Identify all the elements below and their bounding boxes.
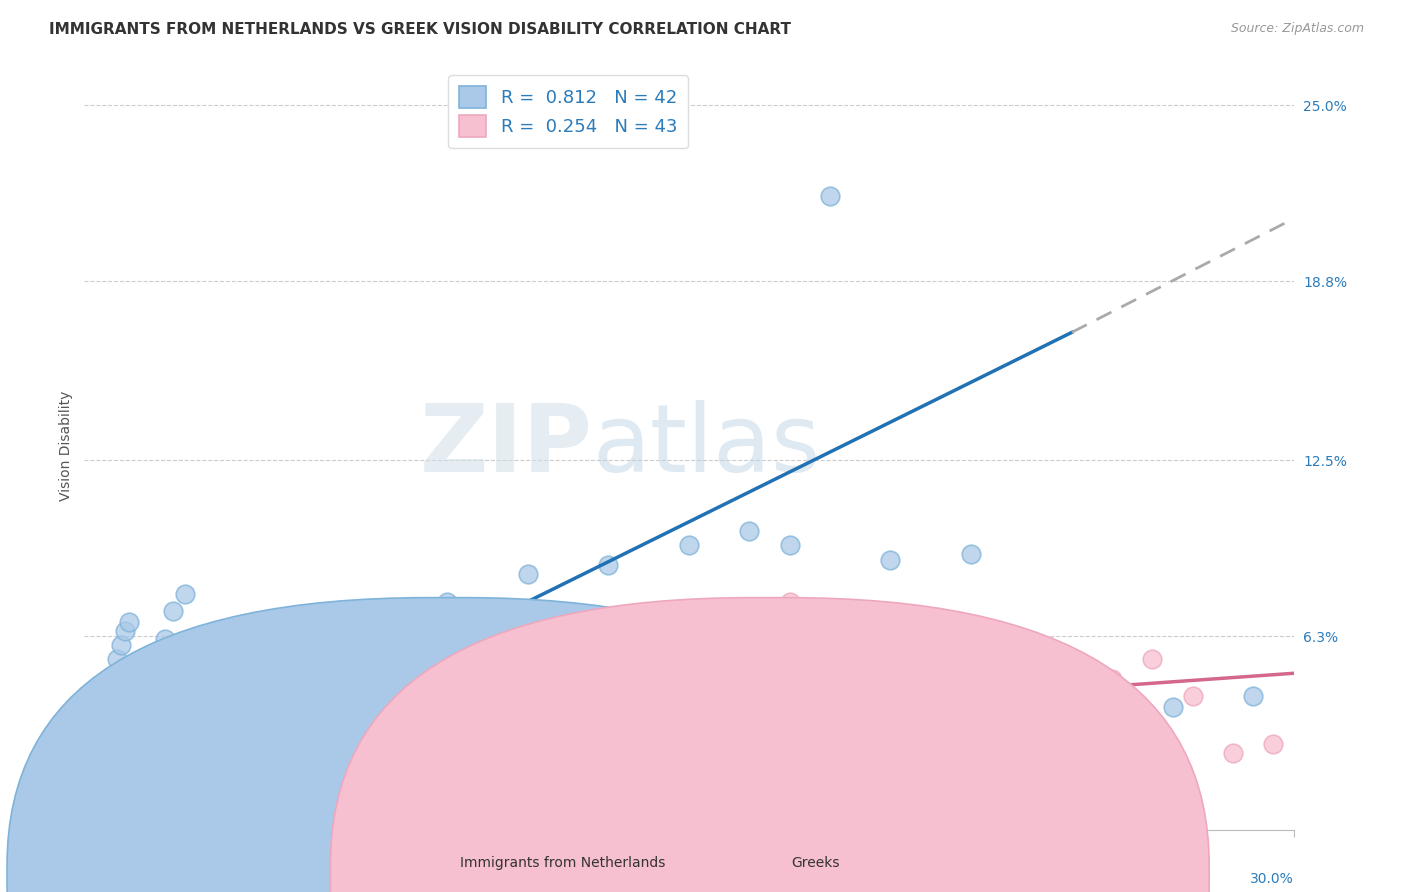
- Point: [114, 624, 136, 638]
- Point: [242, 672, 264, 686]
- Text: IMMIGRANTS FROM NETHERLANDS VS GREEK VISION DISABILITY CORRELATION CHART: IMMIGRANTS FROM NETHERLANDS VS GREEK VIS…: [49, 22, 792, 37]
- Point: [1101, 672, 1123, 686]
- Point: [818, 189, 841, 203]
- Legend: R =  0.812   N = 42, R =  0.254   N = 43: R = 0.812 N = 42, R = 0.254 N = 43: [449, 75, 688, 148]
- Text: Greeks: Greeks: [792, 855, 839, 870]
- Point: [97, 757, 120, 772]
- Point: [356, 746, 378, 760]
- Point: [738, 524, 761, 539]
- Point: [980, 700, 1002, 714]
- Point: [226, 737, 249, 751]
- Point: [598, 558, 620, 573]
- Point: [214, 689, 236, 703]
- Point: [1081, 695, 1104, 709]
- Point: [960, 547, 983, 561]
- Y-axis label: Vision Disability: Vision Disability: [59, 391, 73, 501]
- Point: [97, 765, 120, 780]
- Point: [1222, 746, 1244, 760]
- Point: [697, 615, 720, 629]
- Point: [93, 757, 115, 772]
- Point: [114, 751, 136, 765]
- Point: [477, 709, 499, 723]
- Point: [416, 729, 439, 743]
- Point: [174, 587, 197, 601]
- Point: [101, 695, 124, 709]
- Point: [146, 757, 169, 772]
- Point: [1241, 689, 1264, 703]
- Point: [93, 729, 115, 743]
- Point: [315, 695, 337, 709]
- Point: [110, 638, 132, 652]
- Point: [105, 780, 128, 794]
- Point: [86, 751, 108, 765]
- Point: [174, 729, 197, 743]
- Point: [105, 780, 128, 794]
- Point: [267, 660, 290, 674]
- Point: [920, 652, 942, 666]
- Point: [146, 643, 169, 657]
- Point: [186, 717, 208, 731]
- Text: Source: ZipAtlas.com: Source: ZipAtlas.com: [1230, 22, 1364, 36]
- Point: [86, 786, 108, 800]
- Point: [89, 794, 111, 808]
- Point: [101, 729, 124, 743]
- Point: [516, 566, 538, 581]
- Point: [97, 780, 120, 794]
- Point: [818, 709, 841, 723]
- Point: [537, 652, 560, 666]
- Point: [1161, 700, 1184, 714]
- Point: [93, 765, 115, 780]
- Point: [375, 615, 398, 629]
- Point: [101, 737, 124, 751]
- Point: [1142, 652, 1164, 666]
- Point: [879, 552, 901, 566]
- Point: [1181, 689, 1204, 703]
- Point: [93, 774, 115, 789]
- Point: [89, 746, 111, 760]
- Point: [101, 709, 124, 723]
- Point: [1263, 737, 1285, 751]
- Point: [86, 757, 108, 772]
- Point: [118, 615, 141, 629]
- Point: [105, 652, 128, 666]
- Point: [153, 737, 176, 751]
- Point: [214, 746, 236, 760]
- Text: 0.0%: 0.0%: [84, 872, 120, 886]
- Point: [93, 723, 115, 738]
- Text: ZIP: ZIP: [419, 400, 592, 492]
- Point: [598, 689, 620, 703]
- Point: [97, 746, 120, 760]
- Point: [1040, 681, 1063, 695]
- Point: [658, 723, 681, 738]
- Point: [436, 595, 458, 609]
- Point: [110, 737, 132, 751]
- Point: [97, 717, 120, 731]
- Text: 30.0%: 30.0%: [1250, 872, 1294, 886]
- Point: [134, 723, 156, 738]
- Point: [678, 538, 700, 552]
- Point: [295, 700, 318, 714]
- Point: [89, 737, 111, 751]
- Text: atlas: atlas: [592, 400, 821, 492]
- Text: Immigrants from Netherlands: Immigrants from Netherlands: [460, 855, 665, 870]
- Point: [738, 632, 761, 647]
- Point: [194, 717, 217, 731]
- Point: [162, 695, 184, 709]
- Point: [125, 681, 148, 695]
- Point: [121, 737, 143, 751]
- Point: [134, 666, 156, 681]
- Point: [859, 695, 882, 709]
- Point: [162, 604, 184, 618]
- Point: [194, 700, 217, 714]
- Point: [779, 538, 801, 552]
- Point: [121, 672, 143, 686]
- Point: [129, 689, 152, 703]
- Point: [138, 660, 160, 674]
- Point: [153, 632, 176, 647]
- Point: [779, 595, 801, 609]
